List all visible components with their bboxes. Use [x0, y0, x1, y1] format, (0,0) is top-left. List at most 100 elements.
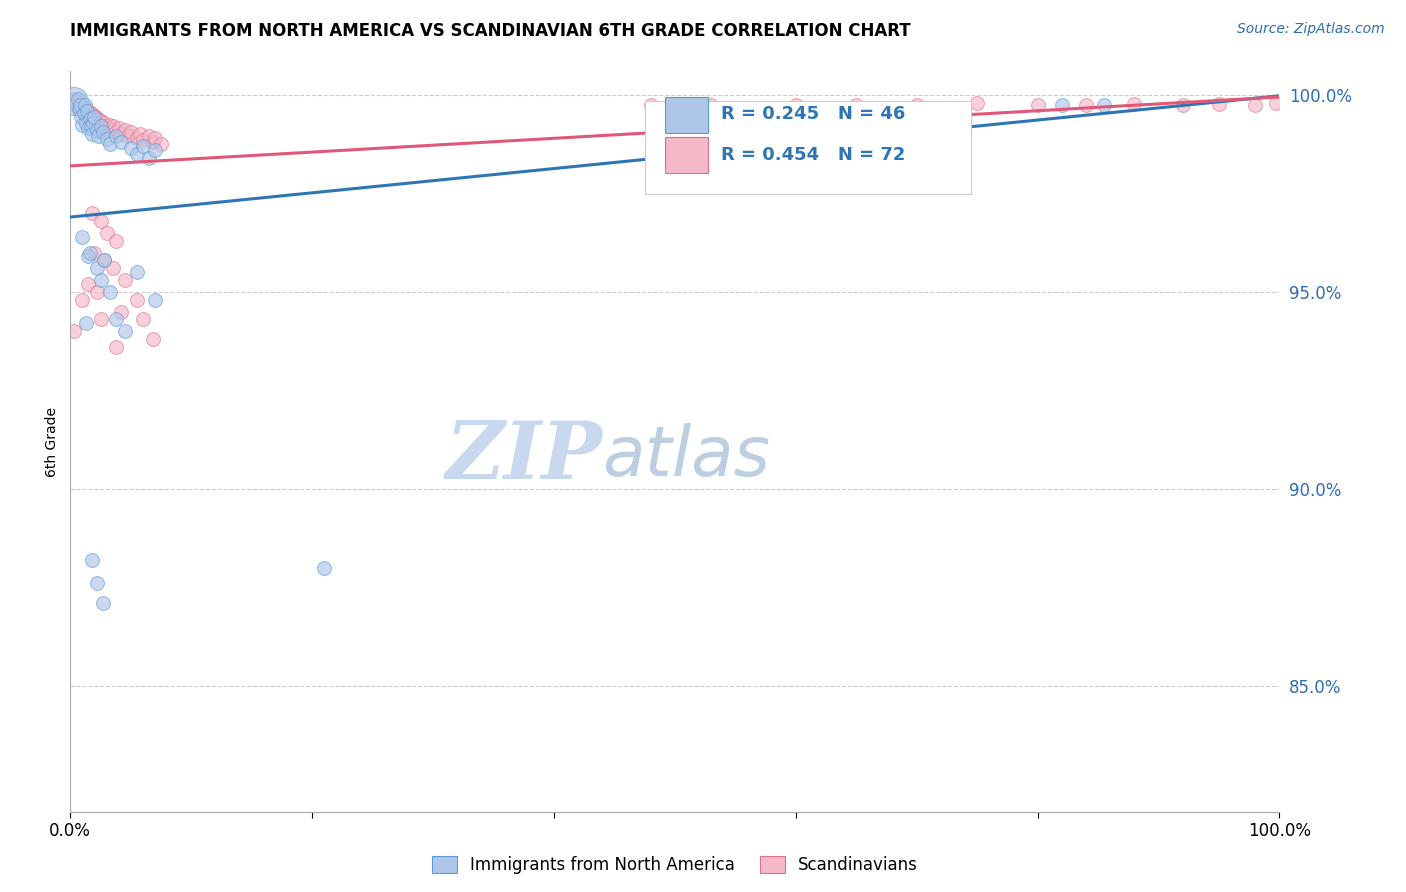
Point: [80, 105, 103, 120]
Point: [138, 151, 160, 165]
Point: [83, 110, 105, 124]
Point: [105, 312, 128, 326]
Point: [80, 120, 103, 134]
Point: [80, 206, 103, 220]
Point: [75, 102, 97, 116]
Point: [1050, 98, 1073, 112]
Point: [114, 324, 136, 338]
Point: [63, 92, 86, 106]
Point: [79, 110, 101, 124]
Text: R = 0.454   N = 72: R = 0.454 N = 72: [721, 146, 905, 164]
Point: [66, 92, 89, 106]
Legend: Immigrants from North America, Scandinavians: Immigrants from North America, Scandinav…: [425, 849, 925, 881]
Point: [114, 273, 136, 287]
Point: [138, 129, 160, 144]
Bar: [665, 97, 707, 133]
Point: [1092, 98, 1115, 112]
Point: [69, 98, 91, 112]
Point: [132, 312, 155, 326]
Point: [87, 129, 110, 144]
Point: [785, 98, 807, 112]
Point: [110, 128, 132, 142]
Point: [86, 576, 108, 591]
Point: [93, 253, 115, 268]
Point: [87, 112, 110, 126]
Point: [141, 332, 163, 346]
Point: [150, 137, 172, 152]
Point: [90, 214, 111, 228]
Text: R = 0.245   N = 46: R = 0.245 N = 46: [721, 105, 905, 123]
Point: [93, 115, 115, 129]
Point: [98, 137, 121, 152]
Point: [76, 108, 98, 122]
Point: [72, 118, 94, 132]
Point: [91, 125, 114, 139]
Point: [98, 285, 121, 299]
Point: [90, 273, 111, 287]
FancyBboxPatch shape: [644, 101, 972, 194]
Point: [83, 113, 105, 128]
Point: [120, 141, 142, 155]
Point: [73, 105, 96, 120]
Point: [96, 132, 118, 146]
Point: [72, 105, 94, 120]
Point: [93, 253, 115, 268]
Point: [77, 121, 100, 136]
Point: [70, 110, 93, 124]
Text: atlas: atlas: [602, 423, 770, 490]
Point: [72, 103, 94, 118]
Point: [79, 112, 101, 126]
Point: [79, 245, 101, 260]
Point: [75, 317, 97, 331]
Point: [132, 139, 155, 153]
Point: [125, 147, 148, 161]
Point: [966, 95, 988, 110]
Point: [77, 103, 100, 118]
Point: [1026, 98, 1049, 112]
Point: [1171, 98, 1194, 112]
Y-axis label: 6th Grade: 6th Grade: [45, 407, 59, 476]
Point: [76, 103, 98, 118]
Point: [80, 552, 103, 566]
Point: [63, 94, 86, 108]
Point: [66, 100, 89, 114]
Point: [73, 98, 96, 112]
Point: [63, 94, 86, 108]
Point: [72, 100, 94, 114]
Point: [91, 596, 114, 610]
Point: [98, 118, 121, 132]
Point: [105, 129, 128, 144]
Point: [86, 123, 108, 137]
Bar: [665, 137, 707, 173]
Point: [80, 128, 103, 142]
Point: [90, 312, 111, 326]
Point: [120, 125, 142, 139]
Point: [107, 121, 129, 136]
Point: [700, 98, 723, 112]
Point: [129, 128, 152, 142]
Point: [90, 120, 111, 134]
Point: [96, 226, 118, 240]
Point: [114, 123, 136, 137]
Point: [77, 250, 100, 264]
Point: [89, 118, 111, 132]
Text: ZIP: ZIP: [446, 417, 602, 495]
Point: [1264, 95, 1286, 110]
Point: [143, 143, 166, 157]
Point: [67, 95, 90, 110]
Point: [640, 98, 662, 112]
Point: [125, 265, 148, 279]
Point: [110, 304, 132, 318]
Point: [77, 277, 100, 291]
Point: [101, 261, 124, 276]
Point: [86, 115, 108, 129]
Point: [84, 110, 107, 124]
Point: [82, 108, 104, 122]
Point: [1208, 96, 1230, 111]
Point: [91, 120, 114, 134]
Point: [65, 98, 87, 112]
Point: [105, 125, 128, 139]
Point: [1123, 96, 1146, 111]
Point: [83, 245, 105, 260]
Point: [1074, 98, 1097, 112]
